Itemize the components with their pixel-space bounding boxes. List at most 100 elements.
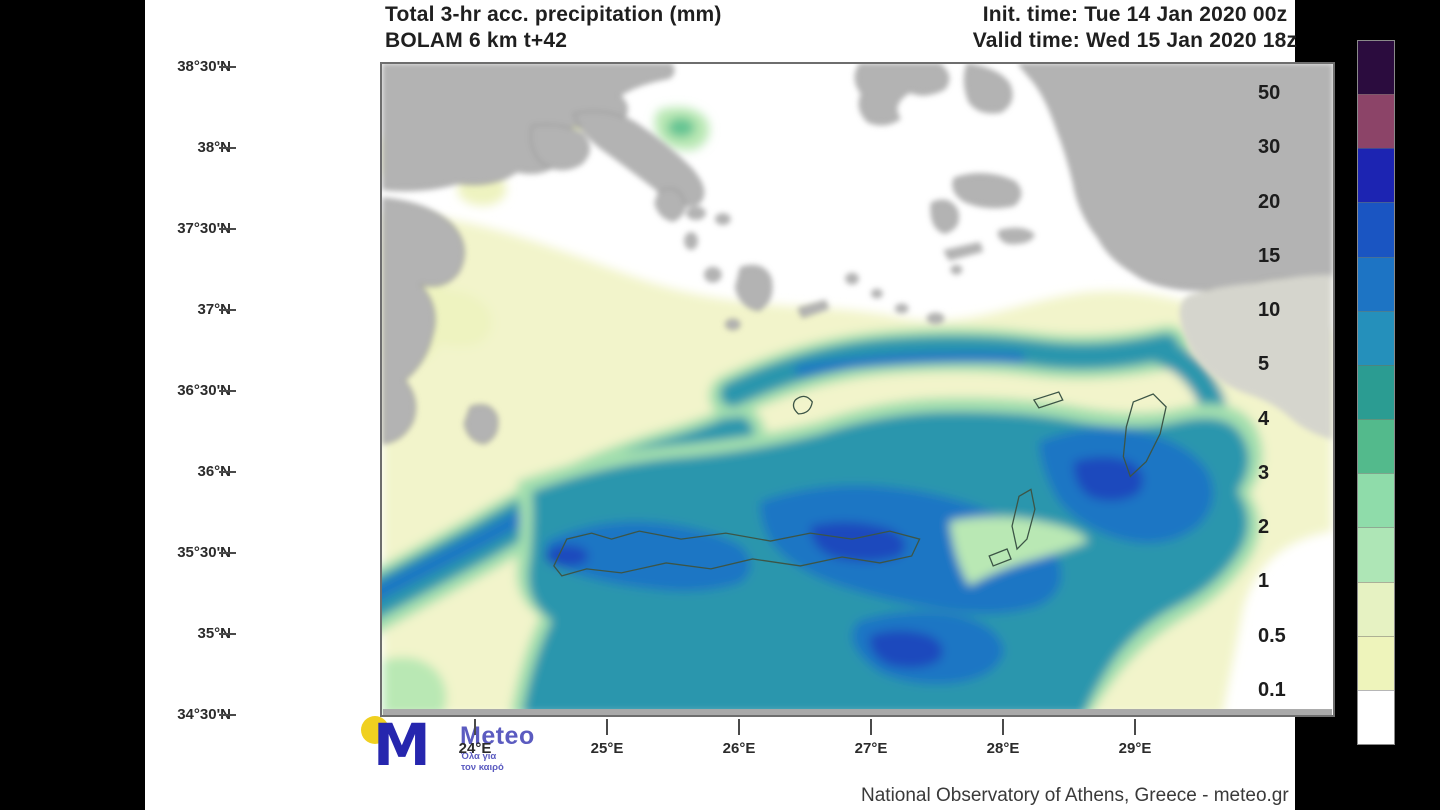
colorbar-segment [1358, 256, 1394, 311]
lon-tick-label: 27°E [854, 740, 888, 757]
lat-tick-label: 38°N [197, 139, 231, 156]
colorbar-segment [1358, 41, 1394, 95]
lon-tick-mark [738, 719, 740, 735]
lat-tick-mark [219, 309, 236, 311]
lon-tick-label: 26°E [722, 740, 756, 757]
deep-core-rhodes [1073, 457, 1144, 501]
land-turkey-peninsula-2 [964, 64, 1013, 114]
island-chios [930, 200, 959, 234]
lon-tick-label: 25°E [590, 740, 624, 757]
land-attica [530, 124, 590, 170]
logo-tagline: Όλα για τον καιρό [461, 751, 504, 773]
colorbar-tick-label: 4 [1258, 407, 1270, 430]
island-dot-2 [871, 289, 883, 299]
colorbar-tick-label: 5 [1258, 353, 1270, 376]
outline-santorini [792, 395, 813, 415]
colorbar-segment [1358, 94, 1394, 149]
logo-wordmark: Meteo [460, 722, 535, 750]
colorbar-segment [1358, 689, 1394, 745]
green-wedge [949, 516, 1089, 586]
lat-tick-mark [219, 66, 236, 68]
colorbar-segment [1358, 527, 1394, 582]
logo-tagline-line2: τον καιρό [461, 761, 504, 773]
lat-tick-label: 37°N [197, 301, 231, 318]
colorbar-segment [1358, 635, 1394, 690]
island-paros [704, 267, 722, 283]
valid-time: Valid time: Wed 15 Jan 2020 18z [972, 29, 1298, 52]
precip-green-euboea-core [667, 117, 695, 138]
island-mykonos [715, 213, 731, 225]
lon-tick-label: 24°E [458, 740, 492, 757]
colorbar-tick-label: 30 [1258, 136, 1281, 159]
island-syros [684, 232, 698, 250]
colorbar-tick-label: 3 [1258, 461, 1270, 484]
init-time: Init. time: Tue 14 Jan 2020 00z [982, 3, 1288, 26]
colorbar-segment [1358, 581, 1394, 636]
lat-tick-mark [219, 552, 236, 554]
band-ne-link [1145, 337, 1226, 417]
meteo-logo: M Meteo Όλα για τον καιρό [357, 712, 557, 784]
lon-tick-mark [1002, 719, 1004, 735]
title-line-1: Total 3-hr acc. precipitation (mm) [385, 3, 722, 26]
lat-tick-label: 35°N [197, 625, 231, 642]
lat-tick-label: 37°30'N [177, 220, 231, 237]
lat-tick-mark [219, 471, 236, 473]
island-amorgos [797, 299, 829, 319]
island-kythera [463, 404, 499, 445]
colorbar-segment [1358, 473, 1394, 528]
lon-tick-mark [1134, 719, 1136, 735]
outline-kasos [988, 548, 1012, 567]
lat-tick-label: 36°30'N [177, 382, 231, 399]
map-svg [382, 64, 1333, 715]
lat-tick-label: 34°30'N [177, 706, 231, 723]
island-dot-3 [895, 304, 909, 313]
meteo-m-icon: M [373, 711, 431, 779]
band-arc-core [794, 351, 1025, 376]
land-layer [382, 64, 1333, 445]
island-tinos [686, 206, 706, 220]
attribution-text: National Observatory of Athens, Greece -… [861, 785, 1289, 806]
lon-tick-label: 28°E [986, 740, 1020, 757]
colorbar-tick-label: 20 [1258, 190, 1281, 213]
island-astypalaia [927, 312, 944, 324]
lon-tick-label: 29°E [1118, 740, 1152, 757]
colorbar-segment [1358, 202, 1394, 257]
island-lesbos [952, 173, 1021, 208]
outline-kos [1032, 391, 1064, 409]
island-andros [654, 187, 686, 222]
lat-tick-label: 36°N [197, 463, 231, 480]
island-samos [998, 228, 1035, 244]
map-bottom-frame [382, 709, 1333, 715]
lat-tick-label: 35°30'N [177, 544, 231, 561]
content-area: Total 3-hr acc. precipitation (mm) BOLAM… [145, 0, 1395, 810]
lat-tick-mark [219, 390, 236, 392]
chart-title: Total 3-hr acc. precipitation (mm) BOLAM… [385, 2, 722, 54]
deep-core-central [810, 521, 906, 562]
coast-outlines [553, 391, 1167, 577]
colorbar-segment [1358, 364, 1394, 420]
outline-crete [553, 530, 921, 577]
lon-tick-mark [870, 719, 872, 735]
colorbar-tick-label: 10 [1258, 299, 1281, 322]
sun-icon [361, 716, 389, 744]
lat-tick-label: 38°30'N [177, 58, 231, 75]
land-turkey-south-light [1179, 274, 1333, 440]
lat-tick-mark [219, 714, 236, 716]
land-peloponnese [382, 197, 465, 445]
logo-tagline-line1: Όλα για [461, 751, 497, 762]
forecast-times: Init. time: Tue 14 Jan 2020 00z Valid ti… [935, 2, 1335, 54]
island-dot-4 [950, 265, 962, 275]
land-euboea [573, 110, 704, 207]
land-mainland-greece [382, 64, 675, 191]
colorbar-segment [1358, 148, 1394, 203]
deep-core-west [544, 545, 589, 567]
colorbar-tick-label: 15 [1258, 244, 1281, 267]
island-naxos [735, 265, 773, 312]
core-west-crete [545, 521, 751, 592]
island-ios [725, 318, 741, 330]
title-line-2: BOLAM 6 km t+42 [385, 29, 568, 52]
colorbar-tick-label: 50 [1258, 82, 1281, 105]
colorbar-segment [1358, 310, 1394, 365]
island-ikaria [943, 242, 983, 261]
